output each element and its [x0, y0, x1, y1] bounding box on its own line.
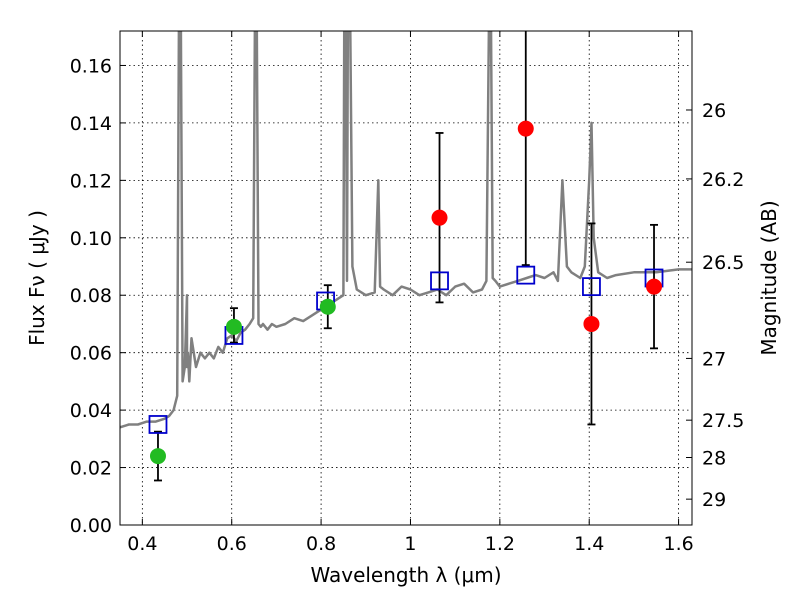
y-tick-label: 0.12	[70, 170, 112, 192]
spectrum-line	[120, 31, 692, 429]
model-photometry-point	[516, 265, 536, 285]
y2-tick-label: 26	[702, 100, 726, 122]
y2-tick-label: 27.5	[702, 410, 744, 432]
y-tick-label: 0.14	[70, 113, 112, 135]
data-point	[319, 298, 336, 315]
error-bars	[153, 31, 659, 482]
y-tick-label: 0.04	[70, 400, 112, 422]
plot-frame	[119, 30, 693, 526]
x-tick-label: 0.8	[306, 533, 336, 555]
x-tick-label: 1.4	[574, 533, 604, 555]
y-tick-label: 0.10	[70, 228, 112, 250]
model-photometry-point	[430, 271, 449, 291]
model-photometry-point	[148, 415, 168, 434]
y-axis-label: Flux Fν ( μJy )	[25, 210, 49, 346]
data-point	[517, 120, 534, 137]
model-photometry-point	[582, 277, 601, 297]
model-spectrum	[120, 31, 692, 429]
y2-tick-label: 28	[702, 448, 726, 470]
data-point	[225, 318, 242, 335]
markers	[148, 120, 664, 465]
x-tick-label: 0.4	[127, 533, 157, 555]
y2-tick-label: 27	[702, 348, 726, 370]
data-point	[583, 315, 600, 332]
y2-tick-label: 29	[702, 489, 726, 511]
y2-axis-label: Magnitude (AB)	[757, 200, 781, 355]
x-tick-label: 1	[404, 533, 416, 555]
data-point	[431, 209, 448, 226]
data-point	[149, 448, 166, 465]
y-tick-label: 0.16	[70, 55, 112, 77]
x-tick-label: 1.2	[485, 533, 515, 555]
y-tick-label: 0.06	[70, 343, 112, 365]
y2-tick-label: 26.5	[702, 252, 744, 274]
y-tick-label: 0.08	[70, 285, 112, 307]
x-tick-label: 0.6	[217, 533, 247, 555]
x-tick-label: 1.6	[663, 533, 693, 555]
data-point	[646, 278, 663, 295]
y-tick-label: 0.00	[70, 515, 112, 537]
y-tick-label: 0.02	[70, 458, 112, 480]
ticks: 0.4 0.6 0.8 1 1.2 1.4 1.6 0.00 0.02 0.04 0.06 0.08 0…	[70, 31, 744, 555]
y2-tick-label: 26.2	[702, 169, 744, 191]
x-axis-label: Wavelength λ (μm)	[310, 563, 501, 587]
